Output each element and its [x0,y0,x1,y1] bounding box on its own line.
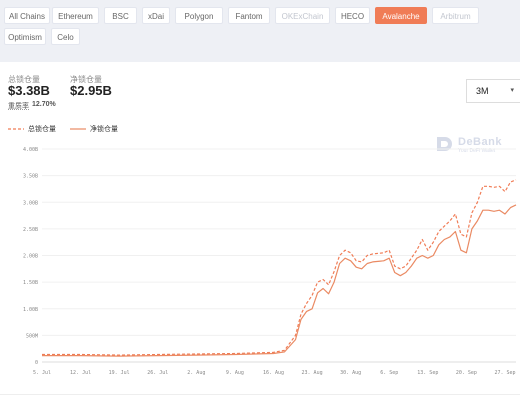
x-tick-label: 26. Jul [147,370,168,376]
ratio-value: 12.70% [32,101,56,108]
time-range-value: 3M [476,86,489,96]
chain-chip-ethereum[interactable]: Ethereum [52,7,99,24]
chain-chip-xdai[interactable]: xDai [142,7,170,24]
chain-chip-polygon[interactable]: Polygon [175,7,223,24]
y-tick-label: 3.00B [23,200,38,206]
chain-chip-fantom[interactable]: Fantom [228,7,270,24]
chain-chip-celo[interactable]: Celo [51,28,80,45]
x-tick-label: 19. Jul [109,370,130,376]
debank-watermark: DeBank Your DeFi Wallet [436,135,501,158]
legend-total-swatch [8,128,24,130]
chain-chip-heco[interactable]: HECO [335,7,370,24]
chevron-down-icon: ▾ [510,87,514,94]
chain-chip-optimism[interactable]: Optimism [4,28,46,45]
x-tick-label: 9. Aug [226,370,244,376]
legend-net-swatch [70,128,86,130]
tvl-line-chart: 0 500M 1.00B 1.50B 2.00B 2.50B 3.00B 3.50B 4.00B… [23,147,517,376]
ratio-label: 重质率 [8,103,29,110]
legend-total-label: 总锁仓量 [28,126,56,133]
legend-net-label: 净锁仓量 [90,126,118,133]
y-tick-label: 500M [26,333,38,339]
x-tick-label: 30. Aug [340,370,361,376]
chain-chip-okexchain[interactable]: OKExChain [275,7,330,24]
x-tick-label: 2. Aug [187,370,205,376]
total-locked-value: $3.38B [8,83,50,98]
watermark-name: DeBank [458,136,502,148]
x-tick-label: 13. Sep [417,370,438,376]
total-locked-label: 总锁仓量 [8,75,40,84]
chain-chip-all-chains[interactable]: All Chains [4,7,50,24]
y-tick-label: 4.00B [23,147,38,153]
chain-chip-avalanche[interactable]: Avalanche [375,7,427,24]
y-tick-label: 3.50B [23,174,38,180]
y-tick-label: 1.00B [23,307,38,313]
x-tick-label: 27. Sep [494,370,515,376]
y-tick-label: 1.50B [23,280,38,286]
x-tick-label: 20. Sep [456,370,477,376]
chain-chip-arbitrum[interactable]: Arbitrum [432,7,479,24]
divider [0,394,520,395]
x-tick-label: 12. Jul [70,370,91,376]
x-tick-label: 16. Aug [263,370,284,376]
y-tick-label: 2.00B [23,254,38,260]
x-tick-label: 6. Sep [380,370,398,376]
time-range-select[interactable]: 3M ▾ [466,79,520,103]
series-net-line[interactable] [42,204,517,357]
chain-chip-bsc[interactable]: BSC [104,7,137,24]
legend-total[interactable]: 总锁仓量 [8,124,56,134]
watermark-tagline: Your DeFi Wallet [458,148,496,154]
x-tick-label: 23. Aug [302,370,323,376]
y-tick-label: 2.50B [23,227,38,233]
legend-net[interactable]: 净锁仓量 [70,124,118,134]
x-tick-label: 5. Jul [33,370,51,376]
series-total-line[interactable] [42,179,517,356]
net-locked-label: 净锁仓量 [70,75,102,84]
y-tick-label: 0 [35,360,38,366]
net-locked-value: $2.95B [70,83,112,98]
debank-logo-icon [437,137,452,151]
